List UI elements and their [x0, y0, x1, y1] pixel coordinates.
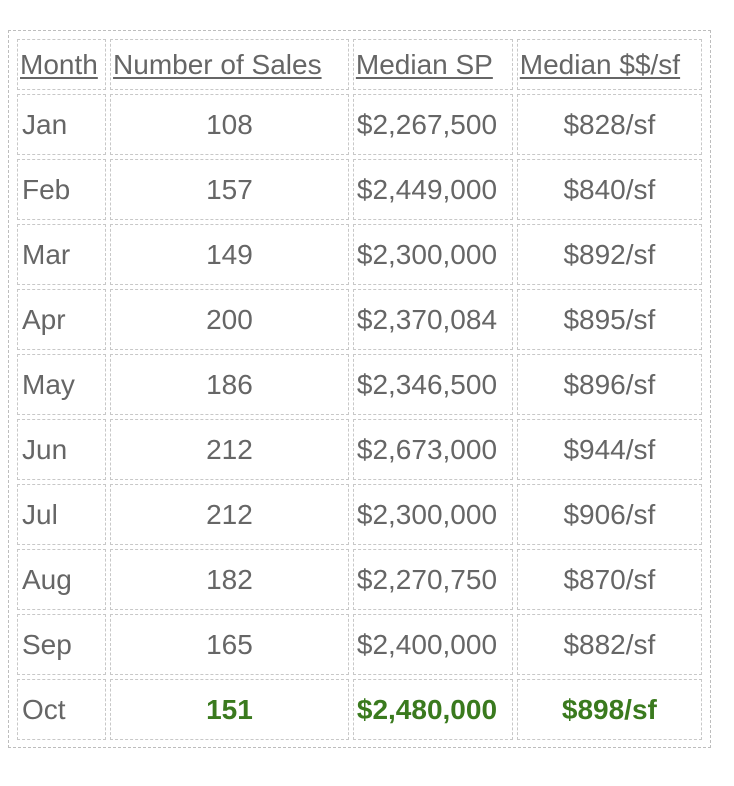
cell-sales: 157 — [110, 159, 349, 220]
cell-median-psf: $892/sf — [516, 224, 702, 285]
cell-median-psf: $898/sf — [516, 679, 702, 740]
cell-month: Jun — [17, 419, 107, 480]
cell-sales: 108 — [110, 94, 349, 155]
cell-sales: 186 — [110, 354, 349, 415]
cell-sales: 212 — [110, 419, 349, 480]
cell-median-psf: $840/sf — [516, 159, 702, 220]
cell-median-psf: $896/sf — [516, 354, 702, 415]
cell-month: May — [17, 354, 107, 415]
cell-median-sp: $2,300,000 — [352, 484, 513, 545]
cell-median-sp: $2,673,000 — [352, 419, 513, 480]
cell-month: Aug — [17, 549, 107, 610]
cell-median-sp: $2,449,000 — [352, 159, 513, 220]
cell-median-psf: $882/sf — [516, 614, 702, 675]
cell-month: Oct — [17, 679, 107, 740]
cell-median-psf: $895/sf — [516, 289, 702, 350]
cell-median-sp: $2,270,750 — [352, 549, 513, 610]
cell-median-sp: $2,346,500 — [352, 354, 513, 415]
cell-sales: 212 — [110, 484, 349, 545]
header-row: Month Number of Sales Median SP Median $… — [17, 39, 702, 90]
cell-median-sp: $2,267,500 — [352, 94, 513, 155]
sales-table-container: Month Number of Sales Median SP Median $… — [8, 30, 711, 748]
table-row: Jun 212 $2,673,000 $944/sf — [17, 419, 702, 480]
header-median-psf: Median $$/sf — [516, 39, 702, 90]
cell-median-sp: $2,480,000 — [352, 679, 513, 740]
cell-month: Apr — [17, 289, 107, 350]
cell-sales: 151 — [110, 679, 349, 740]
table-row: Jan 108 $2,267,500 $828/sf — [17, 94, 702, 155]
table-row: Apr 200 $2,370,084 $895/sf — [17, 289, 702, 350]
header-number-of-sales: Number of Sales — [110, 39, 349, 90]
table-row: Feb 157 $2,449,000 $840/sf — [17, 159, 702, 220]
cell-median-sp: $2,370,084 — [352, 289, 513, 350]
cell-month: Sep — [17, 614, 107, 675]
cell-sales: 200 — [110, 289, 349, 350]
header-month: Month — [17, 39, 107, 90]
monthly-sales-table: Month Number of Sales Median SP Median $… — [13, 35, 706, 744]
cell-month: Feb — [17, 159, 107, 220]
cell-month: Jul — [17, 484, 107, 545]
cell-median-psf: $944/sf — [516, 419, 702, 480]
header-median-sp: Median SP — [352, 39, 513, 90]
table-row: May 186 $2,346,500 $896/sf — [17, 354, 702, 415]
cell-median-psf: $870/sf — [516, 549, 702, 610]
table-row: Mar 149 $2,300,000 $892/sf — [17, 224, 702, 285]
table-row: Aug 182 $2,270,750 $870/sf — [17, 549, 702, 610]
cell-median-sp: $2,400,000 — [352, 614, 513, 675]
cell-sales: 165 — [110, 614, 349, 675]
cell-median-sp: $2,300,000 — [352, 224, 513, 285]
table-row-highlight: Oct 151 $2,480,000 $898/sf — [17, 679, 702, 740]
cell-month: Mar — [17, 224, 107, 285]
cell-median-psf: $906/sf — [516, 484, 702, 545]
table-row: Sep 165 $2,400,000 $882/sf — [17, 614, 702, 675]
cell-sales: 149 — [110, 224, 349, 285]
table-row: Jul 212 $2,300,000 $906/sf — [17, 484, 702, 545]
cell-month: Jan — [17, 94, 107, 155]
cell-median-psf: $828/sf — [516, 94, 702, 155]
cell-sales: 182 — [110, 549, 349, 610]
